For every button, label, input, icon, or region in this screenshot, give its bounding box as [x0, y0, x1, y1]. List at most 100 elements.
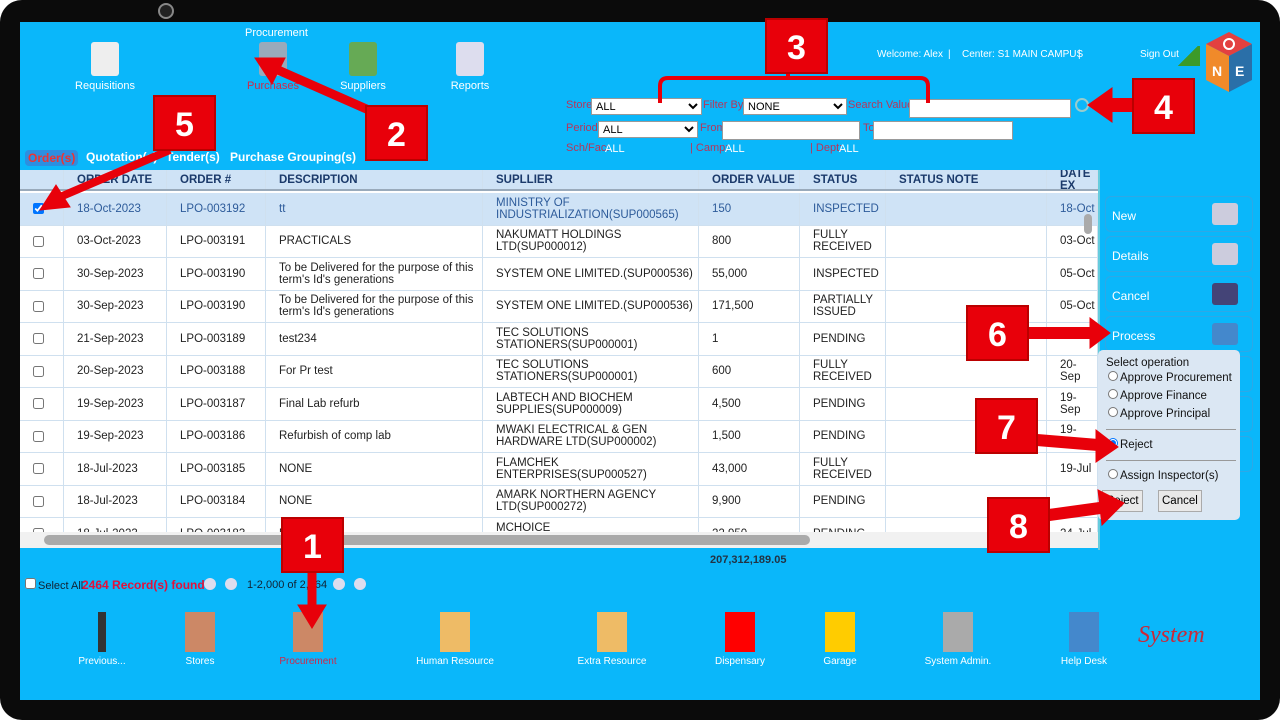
tab-orders[interactable]: Order(s): [25, 150, 79, 166]
cell-status: PENDING: [800, 323, 886, 355]
option-approve-finance[interactable]: Approve Finance: [1108, 389, 1240, 407]
option-approve-procurement[interactable]: Approve Procurement: [1108, 371, 1240, 389]
column-header[interactable]: ORDER VALUE: [699, 170, 800, 189]
bottom-nav-help-desk[interactable]: Help Desk: [1039, 612, 1129, 667]
row-checkbox[interactable]: [33, 430, 44, 442]
svg-text:E: E: [1235, 63, 1244, 79]
table-row[interactable]: 03-Oct-2023 LPO-003191 PRACTICALS NAKUMATT …: [20, 225, 1098, 258]
camp-value[interactable]: ALL: [725, 143, 745, 155]
sign-out-link[interactable]: Sign Out: [1140, 49, 1179, 60]
store-select[interactable]: ALL: [591, 98, 702, 115]
table-row[interactable]: 20-Sep-2023 LPO-003188 For Pr test TEC SOLU…: [20, 355, 1098, 388]
cancel-drive-icon: [1212, 283, 1238, 305]
scroll-thumb[interactable]: [44, 535, 810, 545]
tab-tenders[interactable]: Tender(s): [166, 150, 220, 164]
filter-by-label: Filter By:: [703, 99, 747, 111]
row-checkbox[interactable]: [33, 495, 44, 507]
to-date-input[interactable]: [873, 121, 1013, 140]
details-button[interactable]: Details: [1105, 236, 1253, 272]
from-label: From: [700, 122, 726, 134]
cell-supplier: MINISTRY OF INDUSTRIALIZATION(SUP000565): [483, 193, 699, 225]
column-header[interactable]: SUPLLIER: [483, 170, 699, 189]
cell-date: 19-Sep-2023: [64, 420, 167, 452]
next-page-icon[interactable]: [333, 578, 345, 590]
red-cross-icon: [725, 612, 755, 652]
search-label: Search Value: [848, 99, 914, 111]
column-header[interactable]: ORDER #: [167, 170, 266, 189]
dept-value[interactable]: ALL: [839, 143, 859, 155]
button-label: Process: [1112, 329, 1156, 343]
radio-button[interactable]: [1108, 371, 1118, 381]
column-header[interactable]: DATE EX: [1047, 170, 1098, 192]
search-input[interactable]: [909, 99, 1071, 118]
popup-cancel-button[interactable]: Cancel: [1158, 490, 1202, 512]
tab-purchase-grouping[interactable]: Purchase Grouping(s): [230, 150, 357, 164]
row-checkbox[interactable]: [33, 235, 44, 247]
bottom-nav-system-admin-[interactable]: System Admin.: [913, 612, 1003, 667]
cancel-button[interactable]: Cancel: [1105, 276, 1253, 312]
nav-reports[interactable]: Reports: [425, 42, 515, 92]
column-header[interactable]: STATUS NOTE: [886, 170, 1047, 189]
table-row[interactable]: 18-Jul-2023 LPO-003185 NONE FLAMCHEK ENTERP…: [20, 453, 1098, 486]
column-header[interactable]: [20, 170, 64, 189]
bottom-nav-human-resource[interactable]: Human Resource: [410, 612, 500, 667]
chevron-left-icon: [98, 612, 106, 652]
radio-button[interactable]: [1108, 389, 1118, 399]
first-page-icon[interactable]: [204, 578, 216, 590]
select-all-checkbox[interactable]: [25, 578, 36, 589]
cell-value: 600: [699, 355, 800, 387]
callout-2: 2: [365, 105, 428, 161]
cell-order: LPO-003190: [167, 258, 266, 290]
row-checkbox[interactable]: [33, 203, 44, 215]
column-header[interactable]: DESCRIPTION: [266, 170, 483, 189]
table-row[interactable]: 30-Sep-2023 LPO-003190 To be Delivered for…: [20, 258, 1098, 291]
new-button[interactable]: New: [1105, 196, 1253, 232]
column-header[interactable]: STATUS: [800, 170, 886, 189]
bottom-nav-previous-[interactable]: Previous...: [57, 612, 147, 667]
nav-requisitions[interactable]: Requisitions: [60, 42, 150, 92]
table-row[interactable]: 19-Sep-2023 LPO-003187 Final Lab refurb LAB…: [20, 388, 1098, 421]
bottom-nav-stores[interactable]: Stores: [155, 612, 245, 667]
table-row[interactable]: 21-Sep-2023 LPO-003189 test234 TEC SOLUTION…: [20, 323, 1098, 356]
vertical-scrollbar[interactable]: [1084, 194, 1096, 234]
radio-button[interactable]: [1108, 407, 1118, 417]
process-arrows-icon: [1212, 323, 1238, 345]
row-checkbox-cell: [20, 258, 64, 290]
prev-page-icon[interactable]: [225, 578, 237, 590]
table-row[interactable]: 30-Sep-2023 LPO-003190 To be Delivered for…: [20, 290, 1098, 323]
cell-value: 43,000: [699, 453, 800, 485]
last-page-icon[interactable]: [354, 578, 366, 590]
row-checkbox[interactable]: [33, 365, 44, 377]
cell-status: FULLY RECEIVED: [800, 225, 886, 257]
radio-button[interactable]: [1108, 469, 1118, 479]
table-row[interactable]: 18-Jul-2023 LPO-003184 NONE AMARK NORTHERN …: [20, 485, 1098, 518]
table-row[interactable]: 19-Sep-2023 LPO-003186 Refurbish of comp l…: [20, 420, 1098, 453]
svg-text:N: N: [1212, 63, 1222, 79]
row-checkbox[interactable]: [33, 300, 44, 312]
cell-note: [886, 258, 1047, 290]
nav-suppliers[interactable]: Suppliers: [318, 42, 408, 92]
callout-6: 6: [966, 305, 1029, 361]
option-assign-inspector-s-[interactable]: Assign Inspector(s): [1108, 469, 1240, 487]
table-row[interactable]: 18-Oct-2023 LPO-003192 tt MINISTRY OF INDUS…: [20, 193, 1098, 226]
filter-by-select[interactable]: NONE: [743, 98, 847, 115]
cell-value: 171,500: [699, 290, 800, 322]
hr-folder-icon: [440, 612, 470, 652]
bottom-nav-garage[interactable]: Garage: [795, 612, 885, 667]
folder-user-icon: [597, 612, 627, 652]
period-select[interactable]: ALL: [598, 121, 698, 138]
nav-label: Procurement: [279, 656, 337, 667]
arrow-head: [254, 57, 286, 86]
cell-status: PENDING: [800, 388, 886, 420]
bottom-nav-extra-resource[interactable]: Extra Resource: [567, 612, 657, 667]
schfac-value[interactable]: ALL: [605, 143, 625, 155]
arrow-2: [276, 65, 382, 120]
row-checkbox[interactable]: [33, 398, 44, 410]
option-approve-principal[interactable]: Approve Principal: [1108, 407, 1240, 425]
bottom-nav-dispensary[interactable]: Dispensary: [695, 612, 785, 667]
row-checkbox[interactable]: [33, 463, 44, 475]
row-checkbox[interactable]: [33, 268, 44, 280]
row-checkbox[interactable]: [33, 333, 44, 345]
cell-date_ex: 03-Oct: [1047, 225, 1098, 257]
from-date-input[interactable]: [722, 121, 860, 140]
